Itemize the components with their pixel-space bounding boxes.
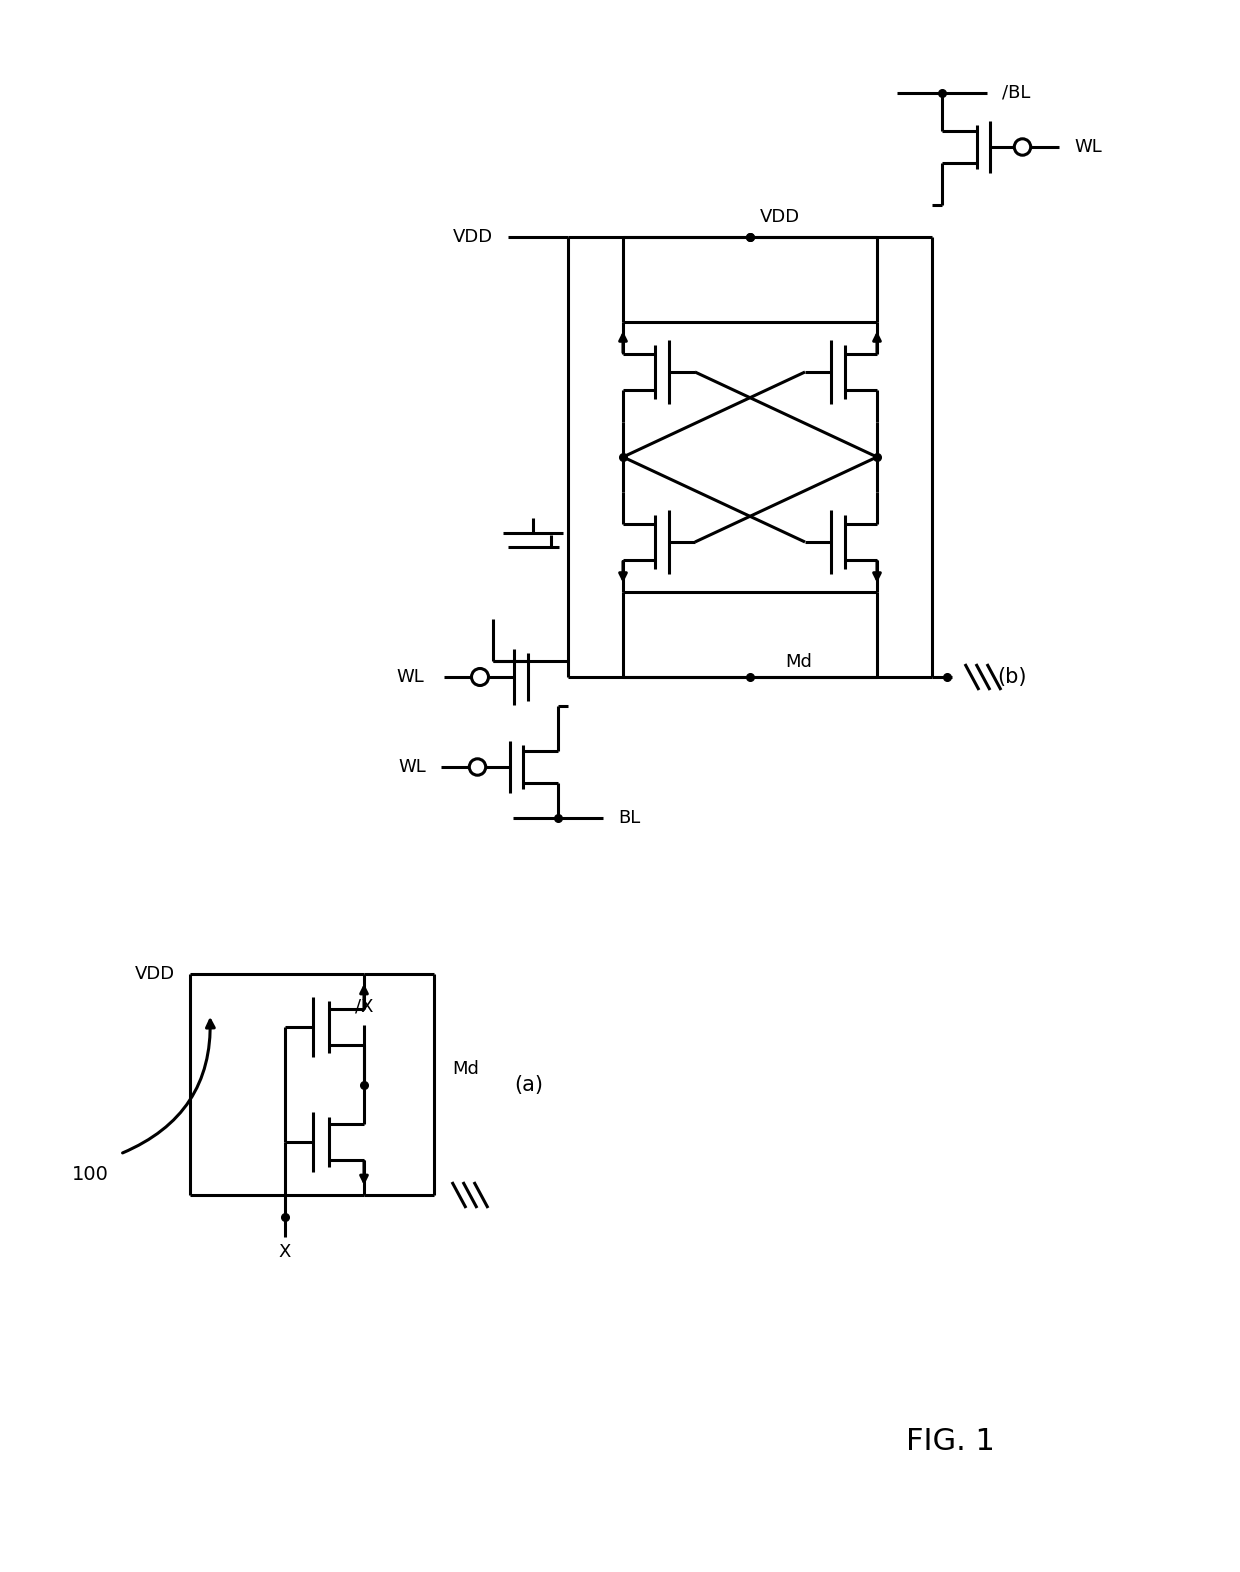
Text: Md: Md bbox=[453, 1061, 479, 1078]
Text: /X: /X bbox=[355, 998, 373, 1016]
Text: BL: BL bbox=[618, 810, 640, 827]
Text: (a): (a) bbox=[515, 1075, 543, 1094]
Text: (b): (b) bbox=[997, 667, 1027, 687]
Text: VDD: VDD bbox=[453, 228, 494, 245]
Text: WL: WL bbox=[1074, 138, 1102, 156]
Text: /BL: /BL bbox=[1002, 83, 1030, 102]
Text: 100: 100 bbox=[72, 1165, 108, 1184]
Text: WL: WL bbox=[397, 668, 424, 685]
Text: VDD: VDD bbox=[135, 965, 175, 982]
Text: VDD: VDD bbox=[760, 208, 800, 226]
Text: X: X bbox=[279, 1243, 291, 1261]
Text: Md: Md bbox=[785, 652, 812, 671]
Text: FIG. 1: FIG. 1 bbox=[905, 1427, 994, 1457]
Text: WL: WL bbox=[398, 758, 427, 777]
